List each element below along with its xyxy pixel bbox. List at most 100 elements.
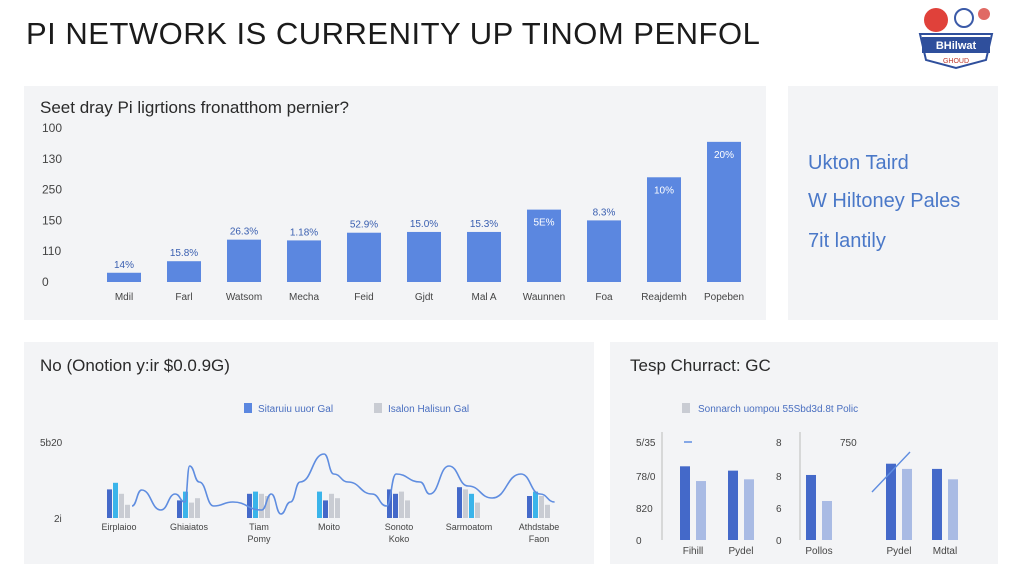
x-tick-label: Athdstabe <box>519 522 560 532</box>
y-tick-label: 78/0 <box>636 472 656 483</box>
data-label: 10% <box>654 185 674 196</box>
bar <box>347 232 381 282</box>
x-tick-label: Farl <box>175 292 192 303</box>
bar <box>527 496 532 518</box>
bar <box>287 240 321 282</box>
x-tick-label: Feid <box>354 292 373 303</box>
bar <box>195 498 200 518</box>
y-tick-label: 250 <box>42 183 62 197</box>
x-tick-label: Mecha <box>289 292 319 303</box>
y-tick-label: 0 <box>776 536 782 547</box>
data-label: 52.9% <box>350 220 378 231</box>
y-tick-label: 0 <box>42 275 49 289</box>
side-line-2: W Hiltoney Pales <box>808 190 961 212</box>
bar <box>125 504 130 518</box>
x-tick-label: Ghiaiatos <box>170 522 209 532</box>
bottom-left-combo-chart: Sitaruiu uuor Gal Isalon Halisun Gal 5b20 2… <box>40 403 560 544</box>
bar <box>707 141 741 282</box>
x-tick-label: Watsom <box>226 292 262 303</box>
bar <box>323 500 328 518</box>
bar <box>399 491 404 518</box>
top-bar-chart: 0 110 150 250 130 100 14% Mdil 15.8% Farl 26.3% Wat… <box>42 121 744 303</box>
y-tick-label: 5/35 <box>636 438 656 449</box>
bar <box>467 231 501 282</box>
bar <box>475 502 480 518</box>
bar <box>886 463 896 540</box>
bar <box>587 220 621 282</box>
data-label: 14% <box>114 260 134 271</box>
x-tick-label: Faon <box>529 534 550 544</box>
y-tick-label: 820 <box>636 504 653 515</box>
bar <box>227 239 261 282</box>
data-label: 5E% <box>533 218 554 229</box>
bar <box>107 489 112 518</box>
x-tick-label: Mdil <box>115 292 133 303</box>
bottom-right-bar-chart: Sonnarch uompou 55Sbd3d.8t Polic 0 820 78/0… <box>636 403 958 557</box>
bar <box>822 500 832 540</box>
bar <box>335 498 340 518</box>
bar <box>545 504 550 518</box>
x-tick-label: Koko <box>389 534 410 544</box>
bar <box>407 231 441 282</box>
x-tick-label: Gjdt <box>415 292 434 303</box>
x-tick-label: Pollos <box>805 546 832 557</box>
side-info-panel: Ukton Taird W Hiltoney Pales 7it lantily <box>788 86 998 320</box>
x-tick-label: Tiam <box>249 522 269 532</box>
bar <box>463 489 468 518</box>
x-tick-label: Moito <box>318 522 340 532</box>
bar <box>183 491 188 518</box>
x-tick-label: Mal A <box>471 292 496 303</box>
y-tick-label: 150 <box>42 213 62 227</box>
bottom-left-chart-panel: No (Onotion y:ir $0.0.9G) Sitaruiu uuor … <box>24 342 594 564</box>
bar <box>265 496 270 518</box>
y-tick-label: 2i <box>54 514 62 525</box>
legend-label: Sitaruiu uuor Gal <box>258 404 333 415</box>
page-title: PI NETWORK IS CURRENITY UP TINOM PENFOL <box>26 16 761 51</box>
bar <box>167 261 201 282</box>
x-tick-label: Sonoto <box>385 522 414 532</box>
x-tick-label: Reajdemh <box>641 292 687 303</box>
y-tick-label: 0 <box>636 536 642 547</box>
bar <box>806 474 816 540</box>
bar <box>405 500 410 518</box>
legend-label: Sonnarch uompou 55Sbd3d.8t Polic <box>698 404 858 415</box>
x-tick-label: Pomy <box>247 534 271 544</box>
data-label: 20% <box>714 150 734 161</box>
bar <box>247 493 252 518</box>
top-chart-panel: Seet dray Pi ligrtions fronatthom pernie… <box>24 86 766 320</box>
bar <box>317 491 322 518</box>
x-tick-label: Foa <box>595 292 613 303</box>
legend-swatch <box>374 403 382 413</box>
bar <box>539 496 544 518</box>
bar <box>680 466 690 540</box>
bar <box>948 479 958 540</box>
side-line-1: Ukton Taird <box>808 152 909 174</box>
x-tick-label: Pydel <box>728 546 753 557</box>
legend-swatch <box>244 403 252 413</box>
data-label: 1.18% <box>290 227 318 238</box>
data-label: 8.3% <box>593 207 616 218</box>
bar <box>259 493 264 518</box>
bar <box>253 491 258 518</box>
bar <box>393 493 398 518</box>
bottom-right-chart-title: Tesp Churract: GC <box>630 356 771 375</box>
bar <box>647 177 681 282</box>
legend-swatch <box>682 403 690 413</box>
data-label: 15.8% <box>170 248 198 259</box>
x-tick-label: Sarmoatom <box>446 522 493 532</box>
legend-label: Isalon Halisun Gal <box>388 404 469 415</box>
x-tick-label: Mdtal <box>933 546 957 557</box>
y-tick-label: 6 <box>776 504 782 515</box>
y-tick-label: 8 <box>776 438 782 449</box>
bar <box>107 272 141 282</box>
bar <box>387 489 392 518</box>
y-tick-label: 8 <box>776 472 782 483</box>
x-tick-label: Popeben <box>704 292 744 303</box>
data-label: 15.3% <box>470 219 498 230</box>
bar <box>696 481 706 540</box>
x-tick-label: Pydel <box>886 546 911 557</box>
y-tick-label: 5b20 <box>40 438 63 449</box>
side-line-3: 7it lantily <box>808 230 886 252</box>
y-tick-label: 130 <box>42 152 62 166</box>
bar <box>329 493 334 518</box>
